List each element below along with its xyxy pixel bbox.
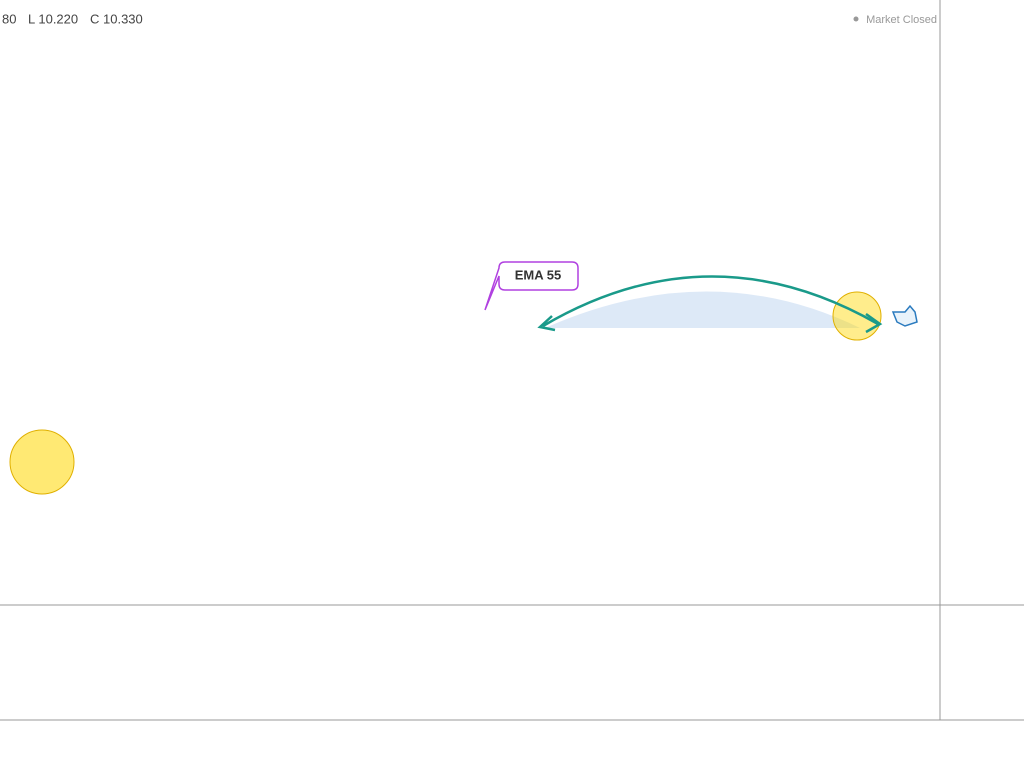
arrow-head [865, 312, 883, 334]
status-dot [853, 16, 859, 22]
ema-callout-label: EMA 55 [515, 267, 561, 282]
highlight-circle [9, 429, 75, 495]
header-item: C 10.330 [90, 11, 143, 26]
ema-callout [484, 261, 579, 311]
highlight-circle [832, 291, 882, 341]
hand-icon [891, 304, 918, 327]
market-status: Market Closed [866, 14, 937, 26]
arrow-head [537, 315, 556, 332]
header-item: L 10.220 [28, 11, 78, 26]
price-axis-panel [940, 0, 1024, 755]
header-item: 80 [2, 11, 16, 26]
arc-arrow [542, 275, 879, 328]
highlight-area [545, 291, 860, 328]
